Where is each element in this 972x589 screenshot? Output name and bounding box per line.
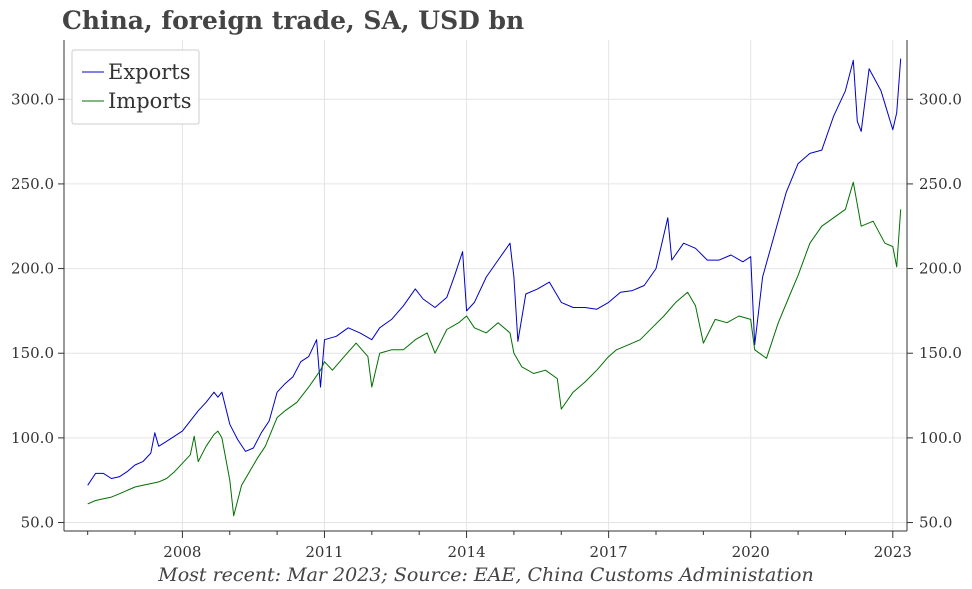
axes: 50.0 50.0 100.0 100.0 150.0 150.0 200.0 200.0 25… bbox=[11, 40, 962, 561]
y-tick-label-right: 250.0 bbox=[919, 175, 962, 193]
x-tick-label: 2011 bbox=[305, 543, 343, 561]
legend-label-imports: Imports bbox=[108, 89, 192, 113]
y-tick-label-left: 150.0 bbox=[11, 344, 54, 362]
y-tick-label-left: 200.0 bbox=[11, 260, 54, 278]
y-tick-label-right: 150.0 bbox=[919, 344, 962, 362]
y-tick-label-right: 300.0 bbox=[919, 90, 962, 108]
grid-lines bbox=[64, 40, 907, 531]
x-tick-label: 2008 bbox=[163, 543, 201, 561]
y-tick-label-right: 50.0 bbox=[919, 514, 952, 532]
y-tick-label-left: 100.0 bbox=[11, 429, 54, 447]
x-tick-label: 2017 bbox=[590, 543, 628, 561]
y-tick-label-right: 200.0 bbox=[919, 260, 962, 278]
x-tick-label: 2014 bbox=[447, 543, 485, 561]
series-line-exports bbox=[87, 58, 902, 486]
series-lines bbox=[87, 58, 902, 517]
legend-label-exports: Exports bbox=[108, 60, 191, 84]
series-line-imports bbox=[87, 181, 902, 517]
legend: Exports Imports bbox=[71, 49, 200, 125]
y-tick-label-left: 50.0 bbox=[21, 514, 54, 532]
y-tick-label-right: 100.0 bbox=[919, 429, 962, 447]
legend-box bbox=[71, 49, 200, 125]
x-tick-label: 2023 bbox=[874, 543, 912, 561]
source-footnote: Most recent: Mar 2023; Source: EAE, Chin… bbox=[158, 564, 814, 586]
chart-title: China, foreign trade, SA, USD bn bbox=[62, 6, 525, 35]
y-tick-label-left: 300.0 bbox=[11, 90, 54, 108]
x-tick-label: 2020 bbox=[732, 543, 770, 561]
y-tick-label-left: 250.0 bbox=[11, 175, 54, 193]
